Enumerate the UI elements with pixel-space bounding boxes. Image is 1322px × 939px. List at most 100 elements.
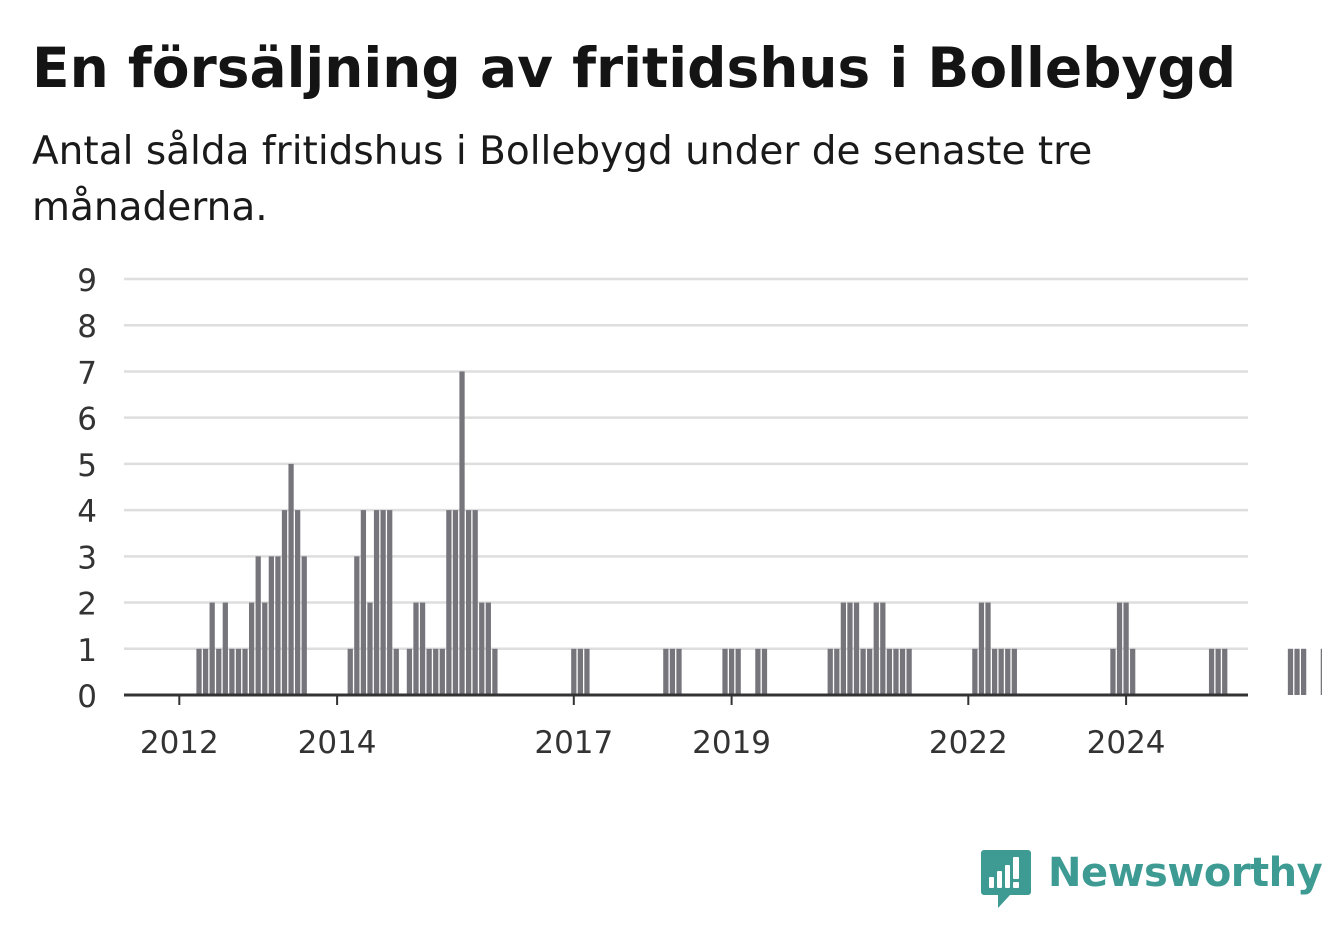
bar	[196, 648, 202, 695]
x-tick-label: 2022	[929, 725, 1008, 761]
bar	[880, 602, 886, 695]
bar	[1215, 648, 1221, 695]
bar	[288, 463, 294, 695]
bar	[235, 648, 242, 695]
y-tick-label: 3	[77, 540, 97, 576]
bar	[485, 602, 491, 695]
bar	[676, 648, 682, 695]
bar	[354, 556, 360, 695]
bar-chart: 0 1 2 3 4 5 6 7 8 9 2012 2014 2017 2019 2022 2024 1	[77, 263, 1322, 761]
bar	[255, 556, 261, 695]
bar	[722, 648, 728, 695]
bar	[1294, 648, 1300, 695]
bar	[735, 648, 741, 695]
bars	[196, 371, 1322, 695]
x-tick-label: 2017	[534, 725, 613, 761]
bar	[406, 648, 413, 695]
bar	[847, 602, 853, 695]
bar	[853, 602, 860, 695]
bar	[755, 648, 761, 695]
bar	[1130, 648, 1136, 695]
bar	[387, 510, 393, 695]
bar	[1208, 648, 1215, 695]
bar	[229, 648, 235, 695]
bar	[663, 648, 669, 695]
bar	[393, 648, 399, 695]
bar	[985, 602, 991, 695]
x-tick-label: 2012	[140, 725, 219, 761]
y-tick-label: 5	[77, 448, 97, 484]
bar	[1123, 602, 1129, 695]
bar	[1300, 648, 1307, 695]
y-axis-tick-labels: 0 1 2 3 4 5 6 7 8 9	[77, 263, 97, 715]
x-tick-label: 2014	[298, 725, 377, 761]
bar	[972, 648, 978, 695]
bar	[360, 510, 367, 695]
bar	[281, 510, 288, 695]
bar	[479, 602, 485, 695]
newsworthy-wordmark: Newsworthy	[1048, 850, 1322, 896]
bar	[840, 602, 847, 695]
y-tick-label: 8	[77, 309, 97, 345]
bar	[222, 602, 228, 695]
bar	[268, 556, 274, 695]
y-tick-label: 4	[77, 494, 97, 530]
bar	[262, 602, 268, 695]
bar	[492, 648, 498, 695]
y-tick-label: 9	[77, 263, 97, 299]
bar	[1287, 648, 1294, 695]
bar	[472, 510, 478, 695]
bar	[1320, 648, 1322, 695]
bar	[452, 510, 459, 695]
bar	[1005, 648, 1011, 695]
bar	[827, 648, 833, 695]
bar	[275, 556, 281, 695]
bar	[834, 648, 840, 695]
bar	[439, 648, 445, 695]
bar	[242, 648, 248, 695]
bar	[413, 602, 419, 695]
gridlines	[124, 277, 1248, 651]
bar	[426, 648, 432, 695]
x-tick-label: 2019	[692, 725, 771, 761]
y-tick-label: 0	[77, 679, 97, 715]
bar	[991, 648, 998, 695]
bar	[1110, 648, 1116, 695]
bar	[216, 648, 222, 695]
bar	[886, 648, 893, 695]
bar	[1116, 602, 1123, 695]
bar	[465, 510, 472, 695]
bar	[893, 648, 899, 695]
bar	[906, 648, 912, 695]
bar	[1222, 648, 1228, 695]
bar	[978, 602, 985, 695]
newsworthy-logo-icon	[981, 850, 1031, 908]
bar	[367, 602, 373, 695]
bar	[860, 648, 866, 695]
bar	[761, 648, 768, 695]
bar	[459, 371, 465, 695]
bar	[433, 648, 439, 695]
bar	[571, 648, 577, 695]
bar	[209, 602, 215, 695]
bar	[347, 648, 353, 695]
y-tick-label: 2	[77, 587, 97, 623]
x-axis-tick-labels: 2012 2014 2017 2019 2022 2024	[140, 725, 1166, 761]
bar	[295, 510, 301, 695]
bar	[301, 556, 307, 695]
y-tick-label: 1	[77, 633, 97, 669]
bar	[998, 648, 1004, 695]
bar	[202, 648, 209, 695]
bar	[248, 602, 255, 695]
y-tick-label: 6	[77, 402, 97, 438]
y-tick-label: 7	[77, 355, 97, 391]
bar	[1011, 648, 1017, 695]
bar	[669, 648, 676, 695]
bar	[899, 648, 906, 695]
bar	[577, 648, 584, 695]
x-tick-label: 2024	[1087, 725, 1166, 761]
bar	[728, 648, 735, 695]
x-axis	[124, 693, 1248, 705]
bar	[419, 602, 426, 695]
bar	[380, 510, 386, 695]
